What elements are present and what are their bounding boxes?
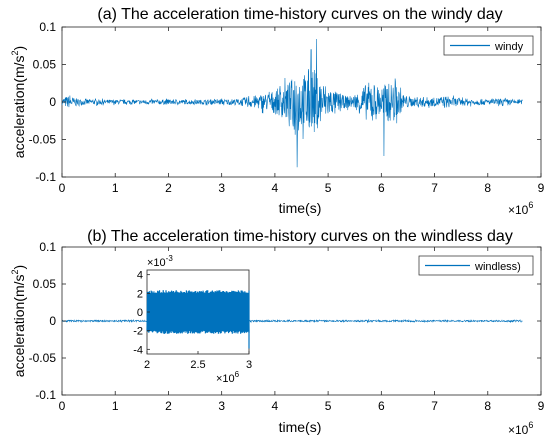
panel-b-x-ticks: 0 1 2 3 4 5 6 7 8 9 [59,247,545,413]
y-tick-label: 0 [49,314,56,328]
inset-x-multiplier: ×106 [216,370,240,385]
x-tick-label: 0 [59,181,66,195]
y-tick-label: 0.1 [39,240,56,254]
x-tick-label: 0 [59,399,66,413]
panel-b-legend-box [418,255,534,276]
panel-a-title: (a) The acceleration time-history curves… [97,6,502,23]
inset-y-tick-label: -2 [133,326,143,338]
windy-series-line [61,38,523,168]
y-tick-label: -0.1 [35,170,56,184]
panel-b-legend: windless) [418,255,534,276]
y-tick-label: -0.1 [35,388,56,402]
x-tick-label: 5 [325,181,332,195]
x-tick-label: 4 [272,399,279,413]
x-tick-label: 3 [218,399,225,413]
inset-y-tick-label: -4 [133,344,143,356]
x-tick-label: 2 [165,399,172,413]
panel-a: (a) The acceleration time-history curves… [10,6,545,217]
panel-b-x-multiplier: ×106 [508,420,533,437]
x-tick-label: 6 [378,399,385,413]
panel-a-x-multiplier: ×106 [508,200,533,217]
x-tick-label: 1 [112,399,119,413]
inset-x-tick-label: 3 [246,359,252,371]
x-tick-label: 4 [272,181,279,195]
panel-b: (b) The acceleration time-history curves… [10,228,545,437]
inset-y-multiplier: ×10-3 [147,254,173,269]
y-tick-label: 0.05 [33,58,57,72]
y-tick-label: -0.05 [29,133,57,147]
inset-y-tick-label: 2 [137,288,143,300]
inset-signal-band [146,290,250,349]
panel-b-y-ticks: -0.1 -0.05 0 0.05 0.1 [29,240,541,402]
y-tick-label: 0 [49,95,56,109]
x-tick-label: 3 [218,181,225,195]
inset-x-tick-label: 2.5 [190,359,205,371]
y-tick-label: 0.05 [33,277,57,291]
panel-b-y-label: acceleration(m/s2) [10,265,27,377]
windless-series-line [61,318,523,324]
x-tick-label: 6 [378,181,385,195]
panel-a-y-label: acceleration(m/s2) [10,46,27,158]
y-tick-label: 0.1 [39,20,56,34]
panel-a-x-ticks: 0 1 2 3 4 5 6 7 8 9 [59,27,545,195]
inset-y-tick-label: 0 [137,307,143,319]
panel-a-x-label: time(s) [279,200,322,216]
panel-b-legend-label: windless) [474,261,521,273]
inset-x-ticks: 2 2.5 3 [144,351,252,371]
x-tick-label: 9 [538,181,545,195]
x-tick-label: 1 [112,181,119,195]
inset-signal-line [146,290,250,334]
panel-a-legend-label: windy [494,41,524,53]
x-tick-label: 9 [538,399,545,413]
y-tick-label: -0.05 [29,351,57,365]
x-tick-label: 5 [325,399,332,413]
x-tick-label: 8 [484,399,491,413]
x-tick-label: 2 [165,181,172,195]
panel-a-y-ticks: -0.1 -0.05 0 0.05 0.1 [29,20,541,184]
x-tick-label: 8 [484,181,491,195]
x-tick-label: 7 [431,399,438,413]
inset-x-tick-label: 2 [144,359,150,371]
inset-y-tick-label: 4 [137,270,143,282]
panel-b-title: (b) The acceleration time-history curves… [87,228,513,245]
panel-b-x-label: time(s) [279,419,322,435]
inset-y-ticks: -4 -2 0 2 4 [133,270,150,356]
panel-a-legend: windy [443,35,534,56]
x-tick-label: 7 [431,181,438,195]
